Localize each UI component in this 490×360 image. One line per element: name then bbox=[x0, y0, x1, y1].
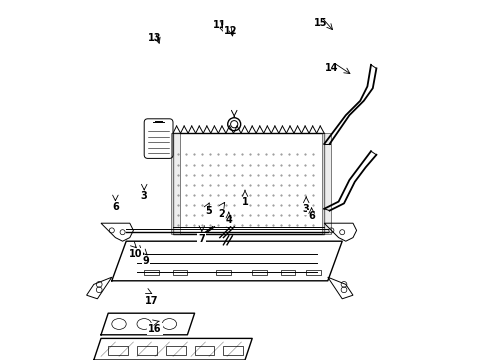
Text: 3: 3 bbox=[303, 204, 310, 214]
Text: 1: 1 bbox=[242, 197, 248, 207]
Text: 3: 3 bbox=[141, 191, 147, 201]
Text: 17: 17 bbox=[145, 296, 158, 306]
Text: 7: 7 bbox=[198, 234, 205, 244]
Text: 8: 8 bbox=[137, 252, 144, 262]
Bar bbox=[171, 133, 180, 234]
Text: 15: 15 bbox=[314, 18, 327, 28]
Bar bbox=[223, 346, 243, 355]
Bar bbox=[144, 270, 159, 275]
Text: 11: 11 bbox=[213, 20, 226, 30]
Bar bbox=[195, 346, 215, 355]
Bar bbox=[281, 270, 295, 275]
Text: 9: 9 bbox=[143, 256, 149, 266]
Text: 2: 2 bbox=[218, 209, 225, 219]
Text: 6: 6 bbox=[308, 211, 315, 221]
Bar bbox=[108, 346, 128, 355]
Bar bbox=[252, 270, 267, 275]
Bar bbox=[173, 270, 187, 275]
Bar bbox=[322, 133, 331, 234]
Bar bbox=[173, 133, 324, 234]
Text: 14: 14 bbox=[325, 63, 338, 73]
Bar bbox=[137, 346, 157, 355]
Text: 10: 10 bbox=[128, 249, 142, 259]
Bar bbox=[306, 270, 320, 275]
Text: 13: 13 bbox=[148, 33, 162, 43]
Bar bbox=[216, 270, 231, 275]
Text: 16: 16 bbox=[148, 324, 162, 334]
Text: 6: 6 bbox=[112, 202, 119, 212]
Text: 5: 5 bbox=[206, 206, 212, 216]
Text: 12: 12 bbox=[224, 26, 237, 36]
Bar bbox=[166, 346, 186, 355]
Text: 4: 4 bbox=[225, 215, 232, 225]
